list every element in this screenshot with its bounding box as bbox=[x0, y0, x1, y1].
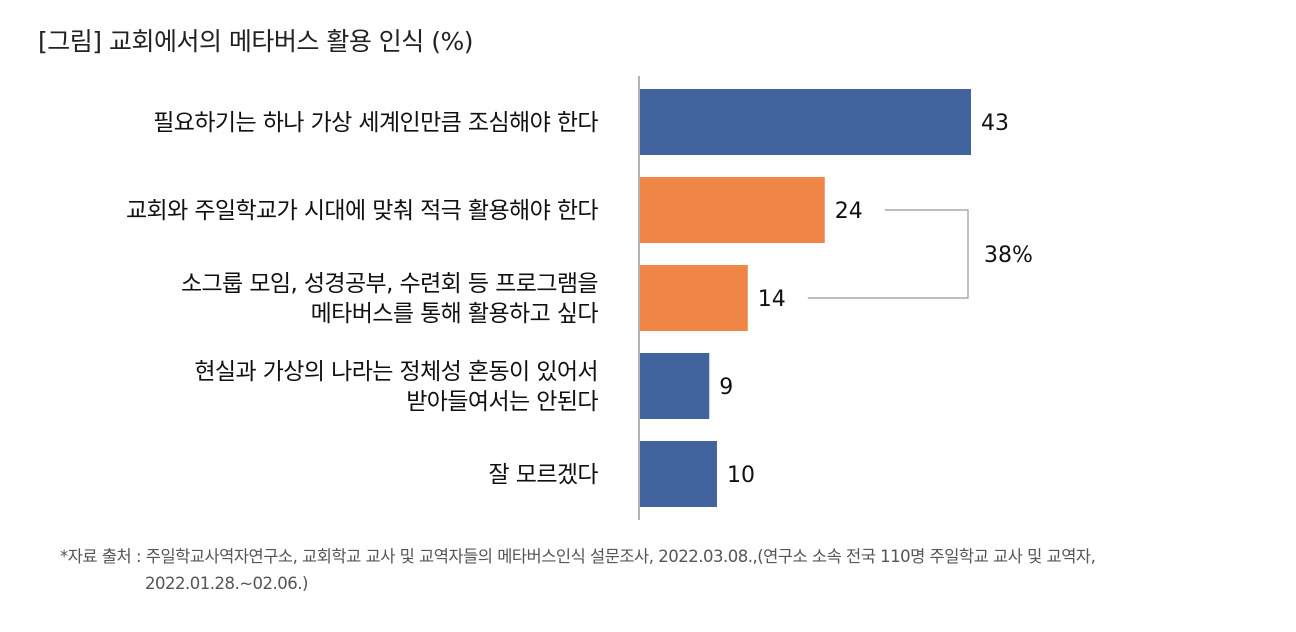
value-label-3: 14 bbox=[758, 287, 786, 312]
value-labels-group: 43 24 14 9 10 bbox=[719, 111, 1009, 488]
value-label-4: 9 bbox=[719, 375, 733, 400]
category-label-4-line-2: 받아들여서는 안된다 bbox=[406, 389, 598, 415]
annotation-bracket bbox=[807, 209, 969, 299]
category-label-3-line-2: 메타버스를 통해 활용하고 싶다 bbox=[311, 301, 599, 327]
value-label-2: 24 bbox=[835, 199, 863, 224]
category-label-5: 잘 모르겠다 bbox=[488, 462, 598, 488]
chart-title: [그림] 교회에서의 메타버스 활용 인식 (%) bbox=[38, 27, 474, 56]
bar-1 bbox=[640, 89, 971, 155]
bar-3 bbox=[640, 265, 748, 331]
bar-4 bbox=[640, 353, 710, 419]
annotation-label: 38% bbox=[984, 243, 1033, 268]
category-label-3-line-1: 소그룹 모임, 성경공부, 수련회 등 프로그램을 bbox=[181, 271, 598, 297]
category-label-2: 교회와 주일학교가 시대에 맞춰 적극 활용해야 한다 bbox=[126, 198, 598, 224]
bars-group bbox=[640, 89, 971, 507]
footnote-line-2: 2022.01.28.~02.06.) bbox=[145, 574, 308, 593]
source-footnote: *자료 출처 : 주일학교사역자연구소, 교회학교 교사 및 교역자들의 메타버… bbox=[60, 543, 1275, 597]
bar-2 bbox=[640, 177, 825, 243]
category-label-1: 필요하기는 하나 가상 세계인만큼 조심해야 한다 bbox=[153, 110, 598, 136]
category-label-4-line-1: 현실과 가상의 나라는 정체성 혼동이 있어서 bbox=[194, 359, 598, 385]
value-label-1: 43 bbox=[981, 111, 1009, 136]
value-label-5: 10 bbox=[727, 463, 755, 488]
bar-5 bbox=[640, 441, 717, 507]
footnote-line-1: *자료 출처 : 주일학교사역자연구소, 교회학교 교사 및 교역자들의 메타버… bbox=[60, 547, 1096, 566]
